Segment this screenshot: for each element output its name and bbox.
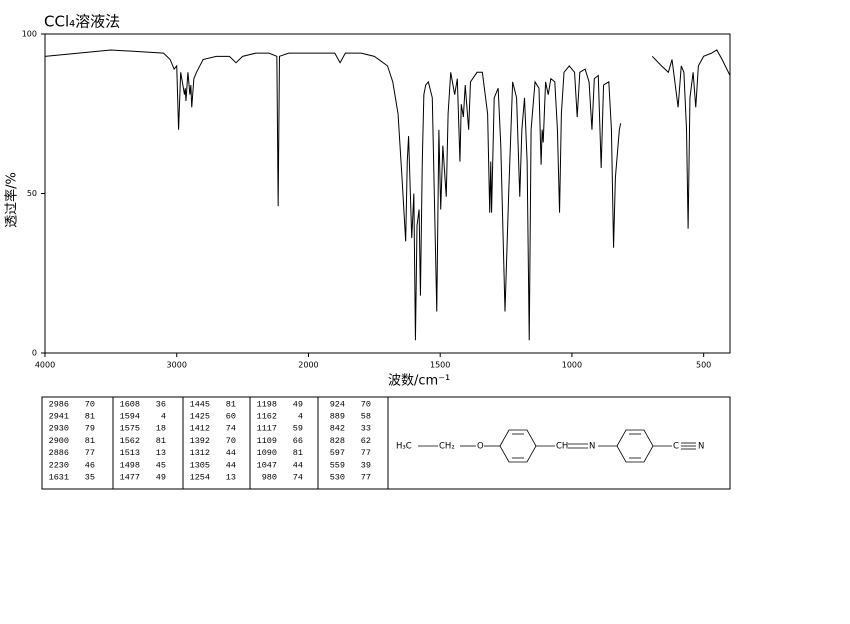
peak-wavenumber: 1117 (257, 424, 277, 434)
peak-transmittance: 81 (293, 448, 303, 458)
peak-transmittance: 66 (293, 436, 303, 446)
peak-transmittance: 77 (361, 448, 371, 458)
peak-transmittance: 44 (293, 460, 303, 470)
peak-transmittance: 33 (361, 424, 371, 434)
peak-wavenumber: 1305 (190, 460, 210, 470)
peak-wavenumber: 2930 (49, 424, 69, 434)
peak-wavenumber: 2941 (49, 411, 69, 421)
plot-frame (44, 33, 731, 354)
structure-label: C (673, 442, 679, 452)
peak-transmittance: 49 (293, 399, 303, 409)
peak-wavenumber: 1445 (190, 399, 210, 409)
table-dividers (112, 397, 389, 489)
y-axis-label: 透过率/% (4, 172, 20, 228)
structure-label: H₃C (396, 442, 412, 452)
x-tick-label: 1000 (562, 361, 582, 370)
chart-title: CCl₄溶液法 (44, 13, 120, 31)
peak-transmittance: 4 (298, 411, 303, 421)
peak-wavenumber: 1162 (257, 411, 277, 421)
peak-transmittance: 70 (361, 399, 371, 409)
peak-transmittance: 44 (226, 448, 236, 458)
x-axis-label: 波数/cm⁻¹ (388, 374, 450, 389)
peak-wavenumber: 1477 (120, 472, 140, 482)
peak-transmittance: 46 (85, 460, 95, 470)
peak-wavenumber: 1498 (120, 460, 140, 470)
structure-label: CH₂ (439, 442, 455, 452)
peak-transmittance: 62 (361, 436, 371, 446)
structure-label: N (589, 442, 595, 452)
peak-wavenumber: 559 (330, 460, 345, 470)
peak-wavenumber: 1412 (190, 424, 210, 434)
peak-transmittance: 39 (361, 460, 371, 470)
peak-wavenumber: 1608 (120, 399, 140, 409)
peak-wavenumber: 1047 (257, 460, 277, 470)
peak-transmittance: 81 (156, 436, 166, 446)
peak-transmittance: 45 (156, 460, 166, 470)
peak-transmittance: 49 (156, 472, 166, 482)
peak-transmittance: 60 (226, 411, 236, 421)
peak-transmittance: 18 (156, 424, 166, 434)
peak-wavenumber: 1090 (257, 448, 277, 458)
peak-transmittance: 79 (85, 424, 95, 434)
structure-label: O (477, 442, 484, 452)
peak-transmittance: 35 (85, 472, 95, 482)
peak-transmittance: 81 (85, 436, 95, 446)
peak-transmittance: 81 (226, 399, 236, 409)
peak-wavenumber: 1392 (190, 436, 210, 446)
peak-wavenumber: 889 (330, 411, 345, 421)
peak-wavenumber: 2986 (49, 399, 69, 409)
peak-wavenumber: 1425 (190, 411, 210, 421)
peak-transmittance: 70 (226, 436, 236, 446)
peak-wavenumber: 924 (330, 399, 345, 409)
x-tick-label: 3000 (167, 361, 187, 370)
peak-wavenumber: 597 (330, 448, 345, 458)
peak-transmittance: 77 (85, 448, 95, 458)
peak-transmittance: 74 (226, 424, 236, 434)
structure-label: N (698, 442, 704, 452)
y-tick-label: 0 (32, 349, 37, 358)
peak-wavenumber: 1198 (257, 399, 277, 409)
peak-transmittance: 70 (85, 399, 95, 409)
structure-label: CH (556, 442, 568, 452)
peak-wavenumber: 1594 (120, 411, 140, 421)
peak-wavenumber: 2230 (49, 460, 69, 470)
peak-transmittance: 4 (161, 411, 166, 421)
peak-wavenumber: 1631 (49, 472, 69, 482)
x-tick-label: 500 (696, 361, 711, 370)
peak-wavenumber: 2900 (49, 436, 69, 446)
peak-transmittance: 81 (85, 411, 95, 421)
peak-wavenumber: 842 (330, 424, 345, 434)
peak-wavenumber: 1513 (120, 448, 140, 458)
peak-transmittance: 13 (226, 472, 236, 482)
spectrum-line (44, 49, 731, 341)
peak-transmittance: 59 (293, 424, 303, 434)
y-tick-label: 100 (22, 30, 37, 39)
peak-wavenumber: 1575 (120, 424, 140, 434)
x-tick-label: 1500 (430, 361, 450, 370)
y-tick-label: 50 (27, 189, 37, 198)
peak-wavenumber: 980 (262, 472, 277, 482)
peak-wavenumber: 1254 (190, 472, 210, 482)
peak-wavenumber: 1312 (190, 448, 210, 458)
x-tick-label: 4000 (35, 361, 55, 370)
peak-wavenumber: 1109 (257, 436, 277, 446)
peak-wavenumber: 1562 (120, 436, 140, 446)
x-tick-label: 2000 (298, 361, 318, 370)
peak-transmittance: 36 (156, 399, 166, 409)
peak-wavenumber: 828 (330, 436, 345, 446)
peak-wavenumber: 2886 (49, 448, 69, 458)
peak-transmittance: 74 (293, 472, 303, 482)
table-frame (41, 396, 731, 490)
peak-transmittance: 13 (156, 448, 166, 458)
peak-wavenumber: 530 (330, 472, 345, 482)
structure-bonds (418, 429, 696, 463)
peak-transmittance: 77 (361, 472, 371, 482)
peak-transmittance: 58 (361, 411, 371, 421)
peak-transmittance: 44 (226, 460, 236, 470)
